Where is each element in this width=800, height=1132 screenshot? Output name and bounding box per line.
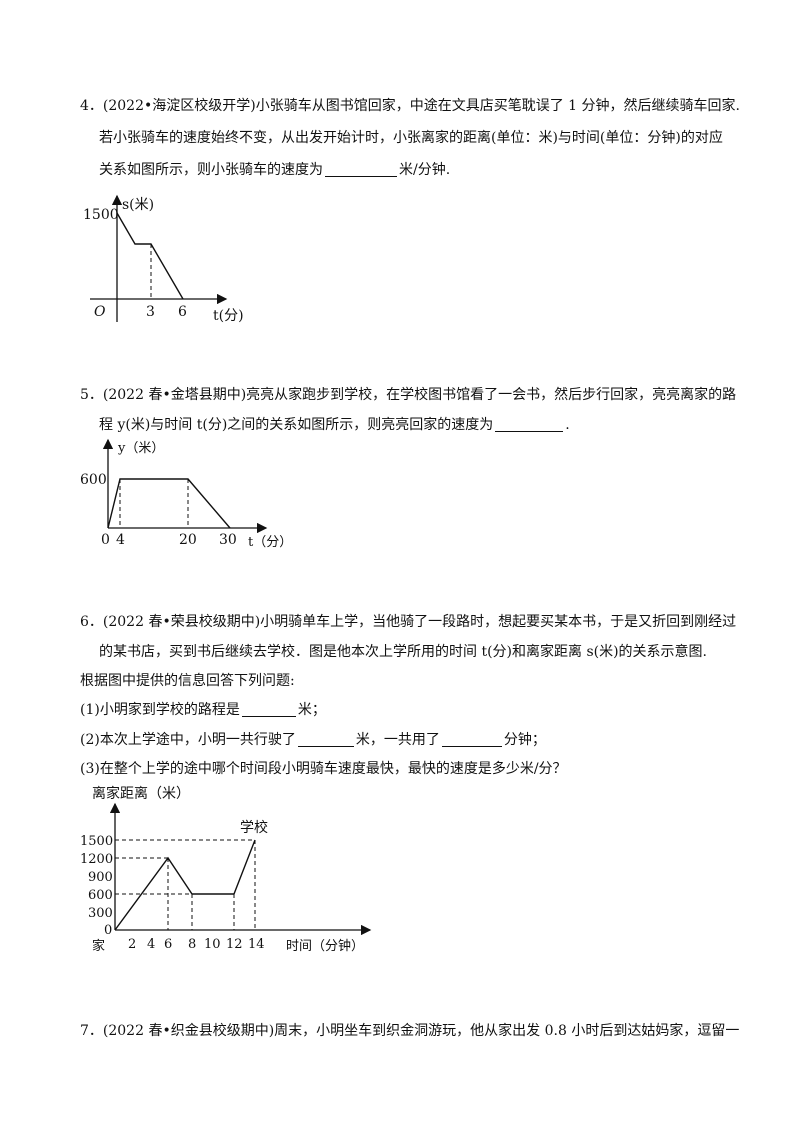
y-tick-label: 300 bbox=[88, 906, 113, 921]
q5-line-1: 5．(2022 春•金塔县期中)亮亮从家跑步到学校，在学校图书馆看了一会书，然后… bbox=[80, 387, 737, 403]
q4-line-1: 4．(2022•海淀区校级开学)小张骑车从图书馆回家，中途在文具店买笔耽误了 1… bbox=[80, 98, 740, 114]
x-tick-label: 6 bbox=[178, 304, 187, 320]
q6-sub-2: (2)本次上学途中，小明一共行驶了 米，一共用了 分钟； bbox=[80, 732, 546, 748]
answer-blank[interactable] bbox=[325, 162, 397, 177]
y-tick-label: 1200 bbox=[80, 852, 113, 867]
distance-line bbox=[114, 839, 256, 931]
distance-line bbox=[107, 478, 231, 529]
y-tick-label: 600 bbox=[80, 472, 107, 488]
q7-line-1: 7．(2022 春•织金县校级期中)周末，小明坐车到织金洞游玩，他从家出发 0.… bbox=[80, 1023, 740, 1039]
q6-line-1: 6．(2022 春•荣县校级期中)小明骑单车上学，当他骑了一段路时，想起要买某本… bbox=[80, 614, 737, 630]
x-tick-label: 8 bbox=[188, 937, 196, 952]
x-tick-label: 2 bbox=[128, 937, 136, 952]
y-tick-label: 900 bbox=[88, 870, 113, 885]
x-tick-label: 12 bbox=[226, 937, 243, 952]
answer-blank[interactable] bbox=[495, 417, 564, 432]
x-tick-label: 6 bbox=[164, 937, 172, 952]
q6-sub-1: (1)小明家到学校的路程是 米； bbox=[80, 702, 326, 718]
x-axis-label: t(分) bbox=[213, 308, 244, 324]
x-tick-label: 20 bbox=[179, 532, 197, 548]
y-tick-label: 1500 bbox=[80, 834, 113, 849]
y-axis-label: s(米) bbox=[122, 197, 154, 213]
origin-label: O bbox=[94, 304, 106, 320]
distance-line bbox=[116, 212, 184, 300]
x-axis-label: t（分） bbox=[248, 535, 292, 550]
q6-line-3: 根据图中提供的信息回答下列问题: bbox=[80, 673, 295, 689]
x-tick-label: 3 bbox=[146, 304, 155, 320]
q5-line-2: 程 y(米)与时间 t(分)之间的关系如图所示，则亮亮回家的速度为. bbox=[99, 417, 570, 433]
x-axis-label: 时间（分钟） bbox=[286, 938, 364, 954]
answer-blank[interactable] bbox=[297, 732, 354, 747]
y-tick-label: 0 bbox=[104, 923, 112, 938]
q6-sub-3: (3)在整个上学的途中哪个时间段小明骑车速度最快，最快的速度是多少米/分？ bbox=[80, 761, 567, 777]
x-tick-label: 4 bbox=[116, 532, 125, 548]
x-tick-label: 14 bbox=[248, 937, 265, 952]
y-tick-label: 600 bbox=[88, 888, 113, 903]
q4-line-2: 若小张骑车的速度始终不变，从出发开始计时，小张离家的距离(单位：米)与时间(单位… bbox=[99, 130, 723, 146]
y-axis-label: 离家距离（米） bbox=[92, 785, 190, 802]
q5-graph: y（米） 600 0 4 20 30 t（分） bbox=[80, 438, 292, 550]
y-tick-label: 1500 bbox=[83, 207, 119, 223]
home-label: 家 bbox=[92, 938, 105, 954]
q4-line-3: 关系如图所示，则小张骑车的速度为 米/分钟. bbox=[99, 162, 451, 178]
school-label: 学校 bbox=[240, 819, 268, 836]
x-tick-label: 4 bbox=[147, 937, 155, 952]
q6-graph: 离家距离（米） 学校 1500 1200 900 600 300 0 家 2 4… bbox=[80, 785, 372, 954]
origin-label: 0 bbox=[101, 532, 110, 548]
q4-graph: s(米) 1500 O 3 6 t(分) bbox=[83, 194, 244, 324]
y-axis-label: y（米） bbox=[117, 441, 164, 456]
q6-line-2: 的某书店，买到书后继续去学校．图是他本次上学所用的时间 t(分)和离家距离 s(… bbox=[99, 644, 708, 660]
answer-blank[interactable] bbox=[241, 702, 296, 717]
x-tick-label: 10 bbox=[204, 937, 221, 952]
answer-blank[interactable] bbox=[441, 732, 502, 747]
x-tick-label: 30 bbox=[219, 532, 237, 548]
